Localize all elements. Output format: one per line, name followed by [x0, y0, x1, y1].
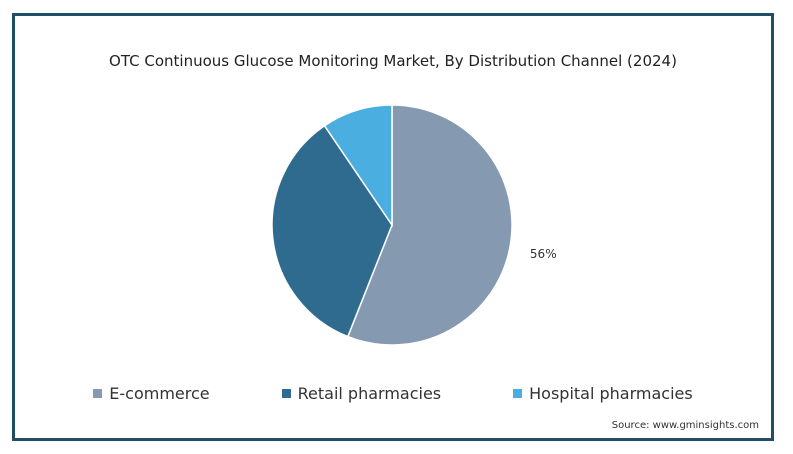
- legend-item-e-commerce: E-commerce: [93, 384, 210, 403]
- pie-slice-e-commerce: [346, 104, 513, 346]
- pie-slice-retail-pharmacies: [271, 124, 393, 338]
- legend-swatch: [93, 389, 103, 398]
- legend-item-retail-pharmacies: Retail pharmacies: [281, 384, 442, 403]
- legend-item-hospital-pharmacies: Hospital pharmacies: [513, 384, 693, 403]
- pie-chart: 56%: [271, 104, 557, 346]
- pie-slice-hospital-pharmacies: [323, 104, 393, 228]
- legend-label: Hospital pharmacies: [529, 384, 693, 403]
- source-note: Source: www.gminsights.com: [611, 420, 759, 431]
- chart-frame: OTC Continuous Glucose Monitoring Market…: [12, 13, 774, 441]
- legend-label: Retail pharmacies: [297, 384, 442, 403]
- legend-label: E-commerce: [109, 384, 210, 403]
- data-label: 56%: [530, 247, 557, 261]
- legend: E-commerce Retail pharmacies Hospital ph…: [15, 384, 771, 403]
- chart-title: OTC Continuous Glucose Monitoring Market…: [109, 52, 677, 70]
- legend-swatch: [281, 389, 291, 398]
- legend-swatch: [513, 389, 523, 398]
